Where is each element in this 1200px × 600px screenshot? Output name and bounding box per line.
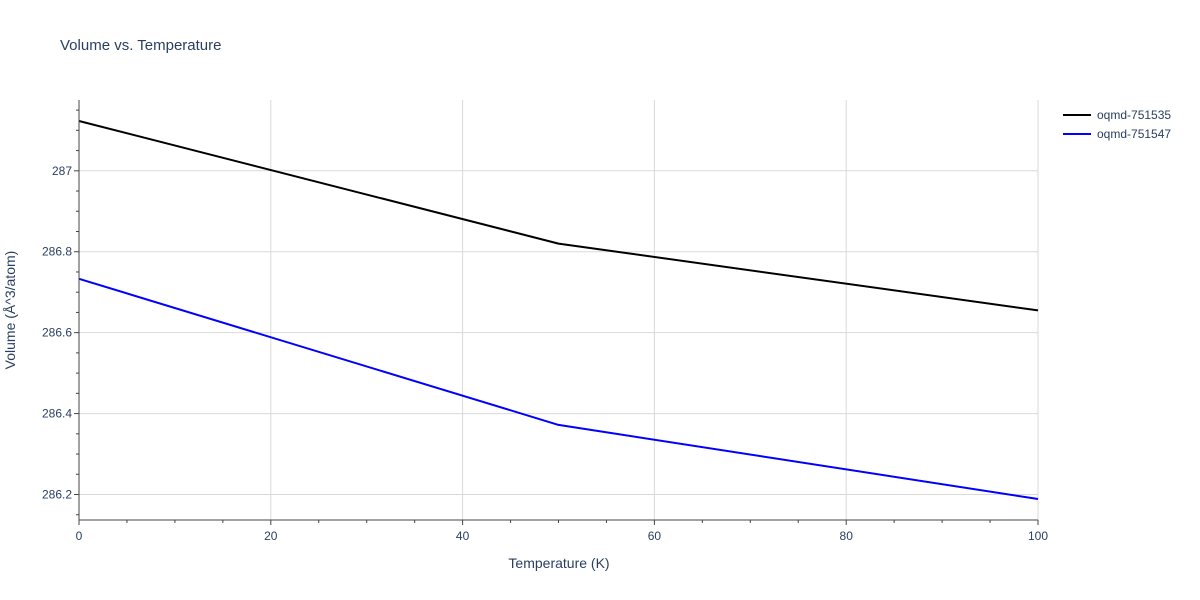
x-tick-label: 0: [76, 529, 83, 543]
y-tick-label: 286.8: [42, 245, 72, 259]
series-line-oqmd-751547: [78, 277, 1039, 500]
y-tick-label: 287: [52, 164, 72, 178]
y-tick-label: 286.6: [42, 326, 72, 340]
legend: oqmd-751535 oqmd-751547: [1063, 108, 1171, 141]
y-tick-label: 286.2: [42, 488, 72, 502]
x-tick-label: 60: [648, 529, 662, 543]
x-tick-label: 100: [1028, 529, 1048, 543]
x-tick-label: 80: [840, 529, 854, 543]
x-tick-label: 40: [456, 529, 470, 543]
axes: 0 20 40 60 80 100 286.2 286.4 286.6 286.8 287: [42, 100, 1048, 543]
legend-label: oqmd-751547: [1097, 127, 1171, 141]
chart-title: Volume vs. Temperature: [60, 37, 221, 54]
x-axis-title: Temperature (K): [508, 555, 609, 571]
x-tick-label: 20: [264, 529, 278, 543]
y-axis-title: Volume (Å^3/atom): [2, 251, 18, 370]
legend-label: oqmd-751535: [1097, 108, 1171, 122]
series-line-oqmd-751535: [78, 120, 1039, 312]
grid: [79, 100, 1039, 520]
y-tick-label: 286.4: [42, 407, 72, 421]
plot-area: [78, 120, 1039, 500]
